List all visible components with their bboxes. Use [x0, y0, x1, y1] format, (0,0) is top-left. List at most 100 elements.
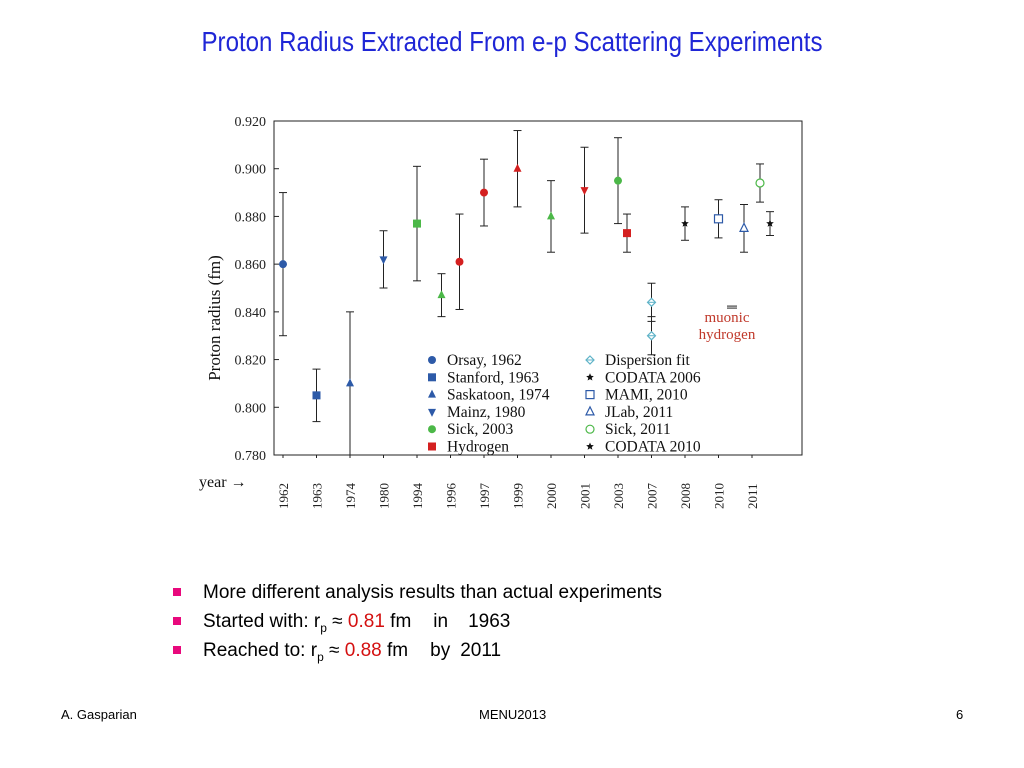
- muonic-label-line2: hydrogen: [699, 327, 756, 343]
- bullet-connector: by: [430, 640, 451, 661]
- bullet-year: 1963: [468, 611, 511, 632]
- y-tick-label: 0.780: [235, 449, 267, 464]
- marker-square-open: [713, 214, 724, 224]
- marker-triangle: [513, 163, 522, 172]
- bullet-item: More different analysis results than act…: [172, 578, 662, 607]
- marker-circle: [279, 260, 287, 269]
- x-tick-label: 1997: [477, 483, 492, 510]
- data-point: [437, 273, 446, 318]
- x-tick-label: 2007: [645, 483, 660, 510]
- legend-label: Sick, 2011: [605, 421, 671, 438]
- legend-item: MAMI, 2010: [585, 387, 688, 404]
- bullet-year: 2011: [460, 640, 502, 661]
- marker-square: [413, 219, 421, 228]
- legend-marker-triangle-down: [428, 408, 436, 417]
- marker-star: [681, 219, 689, 227]
- x-tick-label: 1999: [511, 483, 526, 509]
- marker-circle-open: [755, 178, 765, 188]
- y-tick-label: 0.920: [235, 115, 267, 130]
- bullet-subscript: p: [320, 621, 327, 635]
- marker-circle: [614, 176, 622, 185]
- marker-triangle-down: [580, 187, 589, 196]
- data-point: [646, 282, 657, 322]
- y-tick-label: 0.820: [235, 354, 267, 369]
- bullet-item: Started with: rp ≈ 0.81 fm in 1963: [172, 607, 662, 636]
- legend-label: Hydrogen: [447, 439, 509, 456]
- data-point: [346, 311, 354, 456]
- y-tick-label: 0.880: [235, 210, 267, 225]
- legend-label: Dispersion fit: [605, 352, 691, 369]
- bullet-text: More different analysis results than act…: [203, 582, 663, 603]
- legend-item: Hydrogen: [428, 439, 509, 456]
- marker-triangle-down: [379, 256, 388, 265]
- bullet-value: 0.88: [344, 640, 382, 661]
- x-tick-label: 2008: [678, 483, 693, 509]
- legend-label: Saskatoon, 1974: [447, 387, 550, 404]
- legend-item: Stanford, 1963: [428, 369, 539, 386]
- data-point: [739, 204, 749, 253]
- x-tick-label: 1974: [343, 483, 358, 510]
- data-point: [312, 368, 321, 423]
- bullet-item: Reached to: rp ≈ 0.88 fm by 2011: [172, 636, 662, 665]
- data-point: [623, 213, 631, 253]
- legend-marker-triangle-open: [585, 405, 595, 416]
- data-point: [681, 206, 689, 241]
- data-point: [279, 192, 287, 337]
- y-tick-label: 0.860: [235, 258, 267, 273]
- legend-item: Saskatoon, 1974: [428, 387, 550, 404]
- data-point: [413, 165, 421, 282]
- data-point: [547, 180, 555, 253]
- bullet-prefix: Reached to: r: [203, 640, 318, 661]
- plot-frame: [273, 120, 803, 456]
- y-tick-label: 0.800: [235, 401, 267, 416]
- bullet-unit: fm: [381, 640, 409, 661]
- legend-item: JLab, 2011: [585, 404, 673, 421]
- bullet-value: 0.81: [347, 611, 385, 632]
- legend-label: MAMI, 2010: [605, 387, 688, 404]
- marker-circle: [455, 257, 464, 266]
- legend-marker-triangle: [428, 389, 436, 398]
- legend-marker-circle-open: [585, 424, 595, 434]
- legend-marker-star: [586, 373, 594, 381]
- legend-item: Sick, 2003: [428, 421, 514, 438]
- data-point: [646, 316, 657, 356]
- marker-square: [623, 229, 631, 238]
- marker-square: [312, 391, 321, 400]
- marker-triangle: [437, 290, 446, 299]
- bullet-list: More different analysis results than act…: [172, 578, 662, 665]
- y-tick-label: 0.900: [235, 163, 267, 178]
- footer-center: MENU2013: [479, 707, 547, 722]
- x-tick-label: 1963: [310, 483, 325, 509]
- x-axis-label: year →: [199, 474, 247, 491]
- data-point: [455, 213, 464, 310]
- marker-diamond-open: [646, 297, 657, 308]
- marker-triangle-open: [739, 222, 749, 232]
- marker-triangle: [346, 378, 354, 387]
- x-tick-label: 2003: [611, 483, 626, 509]
- legend-marker-circle: [428, 356, 436, 364]
- bullet-approx: ≈: [326, 611, 348, 632]
- data-point: [766, 211, 774, 237]
- x-tick-label: 1962: [276, 483, 291, 509]
- legend-item: Sick, 2011: [585, 421, 671, 438]
- legend-label: CODATA 2010: [605, 439, 701, 456]
- bullet-square-icon: [173, 646, 181, 654]
- legend-label: JLab, 2011: [605, 404, 673, 421]
- data-point: [379, 230, 388, 289]
- bullet-subscript: p: [317, 650, 324, 664]
- data-point: [713, 199, 724, 239]
- legend-label: Stanford, 1963: [447, 369, 539, 386]
- x-tick-label: 1994: [410, 483, 425, 510]
- data-point: [513, 130, 522, 208]
- y-tick-label: 0.840: [235, 306, 267, 321]
- marker-triangle: [547, 211, 555, 220]
- legend-marker-circle: [428, 425, 436, 434]
- legend-item: Orsay, 1962: [428, 352, 522, 369]
- legend-marker-square-open: [585, 390, 595, 400]
- legend-item: CODATA 2006: [586, 369, 701, 386]
- x-tick-label: 1980: [377, 483, 392, 509]
- footer-page-number: 6: [956, 707, 964, 722]
- footer-author: A. Gasparian: [61, 707, 137, 722]
- data-point: [614, 137, 622, 225]
- bullet-prefix: Started with: r: [203, 611, 321, 632]
